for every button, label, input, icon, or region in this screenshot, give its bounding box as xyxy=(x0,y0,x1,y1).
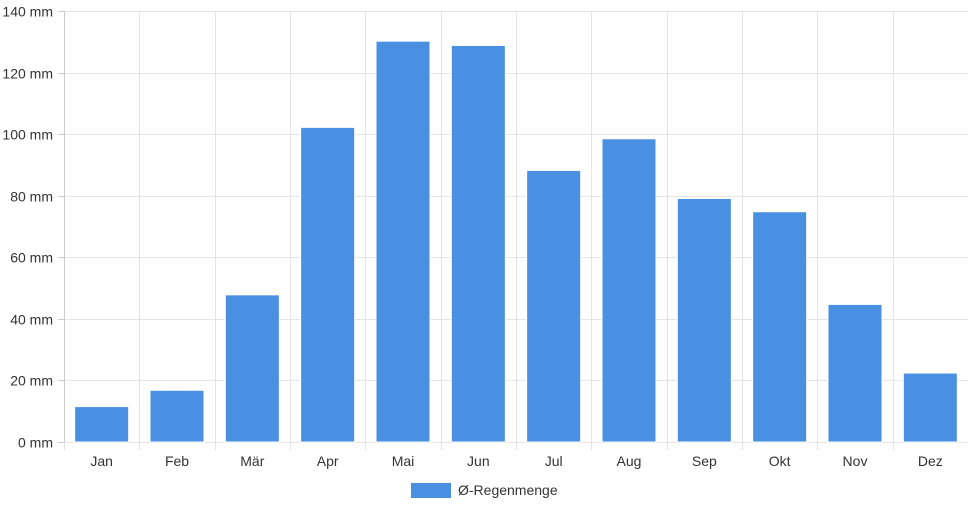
legend[interactable]: Ø-Regenmenge xyxy=(411,482,558,498)
x-tick-label: Okt xyxy=(769,453,791,469)
x-tick-label: Dez xyxy=(918,453,943,469)
bar-okt[interactable] xyxy=(752,211,808,443)
bar-apr[interactable] xyxy=(300,126,356,443)
x-tick-label: Mär xyxy=(240,453,264,469)
y-tick-label: 80 mm xyxy=(10,189,53,205)
y-tick-label: 0 mm xyxy=(18,435,53,451)
bar-mai[interactable] xyxy=(375,40,431,443)
x-tick-label: Mai xyxy=(392,453,415,469)
y-tick-label: 20 mm xyxy=(10,373,53,389)
grid-lines xyxy=(58,11,968,450)
x-tick-label: Aug xyxy=(617,453,642,469)
bar-aug[interactable] xyxy=(601,138,657,443)
bar-jun[interactable] xyxy=(450,44,506,443)
y-tick-label: 40 mm xyxy=(10,312,53,328)
legend-label: Ø-Regenmenge xyxy=(458,482,558,498)
x-tick-label: Apr xyxy=(317,453,339,469)
y-axis: 0 mm 20 mm 40 mm 60 mm 80 mm 100 mm 120 mm 140 … xyxy=(2,4,53,451)
y-tick-label: 100 mm xyxy=(2,127,53,143)
bar-series xyxy=(74,40,958,443)
bar-mär[interactable] xyxy=(224,294,280,443)
x-axis: Jan Feb Mär Apr Mai Jun Jul Aug Sep Okt Nov Dez xyxy=(90,453,942,469)
y-tick-label: 60 mm xyxy=(10,250,53,266)
bar-jan[interactable] xyxy=(74,406,130,443)
bar-dez[interactable] xyxy=(902,372,958,443)
x-tick-label: Jan xyxy=(90,453,113,469)
x-tick-label: Nov xyxy=(843,453,868,469)
legend-swatch xyxy=(411,483,451,498)
y-tick-label: 120 mm xyxy=(2,66,53,82)
y-tick-label: 140 mm xyxy=(2,4,53,20)
x-tick-label: Feb xyxy=(165,453,189,469)
bar-sep[interactable] xyxy=(676,197,732,443)
x-tick-label: Jul xyxy=(545,453,563,469)
bar-nov[interactable] xyxy=(827,303,883,443)
bar-feb[interactable] xyxy=(149,389,205,443)
bar-jul[interactable] xyxy=(526,169,582,443)
x-tick-label: Sep xyxy=(692,453,717,469)
x-tick-label: Jun xyxy=(467,453,490,469)
